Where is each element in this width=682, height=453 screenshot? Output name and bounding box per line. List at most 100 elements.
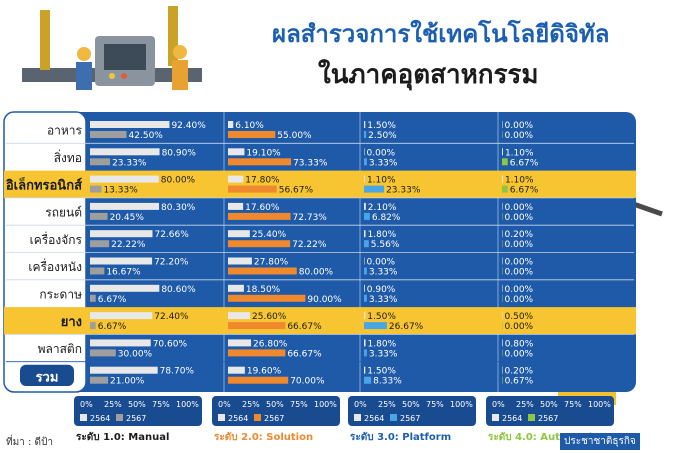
- data-label-2567: 21.00%: [110, 377, 145, 387]
- bar-2567: [90, 376, 109, 384]
- bar-2564: [364, 121, 366, 128]
- data-label-2567: 6.67%: [510, 186, 539, 196]
- bar-2564: [364, 230, 366, 238]
- bar-2567: [228, 185, 277, 193]
- bar-2564: [90, 121, 170, 128]
- bar-2564: [228, 175, 244, 183]
- legend-swatch-2567: [116, 414, 123, 421]
- category-label: รวม: [36, 370, 59, 385]
- bar-2567: [90, 267, 105, 275]
- axis-tick-label: 50%: [266, 400, 284, 409]
- bar-2564: [228, 121, 234, 128]
- data-label-2564: 80.30%: [161, 203, 196, 213]
- category-label: พลาสติก: [38, 342, 82, 356]
- bar-2567: [90, 240, 110, 248]
- data-label-2567: 56.67%: [279, 186, 314, 196]
- legend-swatch-2567: [390, 414, 397, 421]
- data-label-2564: 1.50%: [367, 312, 396, 322]
- bar-2564: [90, 312, 153, 320]
- data-label-2564: 19.60%: [247, 367, 282, 377]
- bar-2564: [502, 121, 503, 128]
- legend-label-2567: 2567: [126, 414, 146, 423]
- bar-2567: [90, 212, 108, 220]
- data-label-2567: 16.67%: [106, 268, 141, 278]
- data-label-2564: 0.90%: [367, 285, 396, 295]
- bar-2564: [228, 257, 252, 265]
- data-label-2564: 70.60%: [153, 339, 188, 349]
- data-label-2564: 80.60%: [161, 285, 196, 295]
- legend-label-2567: 2567: [264, 414, 284, 423]
- data-label-2564: 0.00%: [367, 148, 396, 158]
- data-label-2564: 1.50%: [367, 121, 396, 131]
- data-label-2564: 80.90%: [162, 148, 197, 158]
- bar-2567: [90, 349, 116, 357]
- chart-legends: 0% 25% 50% 75% 100% 2564 2567 ระดับ 1.0: Manual…: [74, 396, 614, 443]
- bar-2567: [502, 131, 503, 138]
- category-label: ยาง: [61, 315, 82, 330]
- bar-2564: [364, 339, 366, 347]
- bar-2567: [502, 267, 503, 275]
- total-label-badge: [20, 364, 74, 386]
- bar-2564: [90, 230, 153, 238]
- data-label-2567: 20.45%: [110, 213, 145, 223]
- axis-tick-label: 25%: [104, 400, 122, 409]
- bar-2567: [90, 294, 96, 302]
- bar-2567: [228, 131, 276, 138]
- bar-2567: [228, 158, 292, 166]
- data-label-2567: 72.22%: [292, 240, 327, 250]
- data-label-2564: 1.10%: [367, 176, 396, 186]
- data-label-2564: 0.00%: [505, 285, 534, 295]
- data-label-2564: 72.66%: [154, 230, 189, 240]
- legend-label-2564: 2564: [502, 414, 522, 423]
- data-label-2567: 13.33%: [103, 186, 138, 196]
- data-label-2564: 1.80%: [368, 230, 397, 240]
- data-label-2567: 0.00%: [505, 349, 534, 359]
- data-label-2567: 90.00%: [307, 295, 342, 305]
- bar-2564: [502, 148, 503, 156]
- bar-2567: [364, 376, 372, 384]
- bar-2567: [364, 185, 385, 193]
- category-label: รถยนต์: [45, 206, 82, 220]
- bar-2567: [228, 376, 289, 384]
- data-label-2564: 0.00%: [367, 258, 396, 268]
- data-label-2564: 0.20%: [505, 230, 534, 240]
- factory-illustration: [22, 6, 202, 90]
- axis-tick-label: 75%: [426, 400, 444, 409]
- data-label-2564: 27.80%: [254, 258, 289, 268]
- page-subtitle: ในภาคอุตสาหกรรม: [318, 60, 539, 90]
- legend-swatch-2564: [80, 414, 87, 421]
- bar-2567: [502, 158, 508, 166]
- bar-2567: [502, 294, 503, 302]
- data-label-2567: 22.22%: [111, 240, 146, 250]
- axis-tick-label: 50%: [402, 400, 420, 409]
- data-label-2567: 3.33%: [369, 349, 398, 359]
- data-label-2564: 1.10%: [505, 176, 534, 186]
- axis-tick-label: 100%: [450, 400, 473, 409]
- panel-title: ระดับ 2.0: Solution: [214, 431, 313, 443]
- data-label-2564: 0.00%: [505, 203, 534, 213]
- bar-2564: [502, 284, 503, 292]
- bar-2564: [228, 366, 245, 374]
- bar-2564: [502, 175, 503, 183]
- bar-2567: [502, 185, 508, 193]
- source-note: ที่มา : ดีป้า: [6, 437, 53, 448]
- bar-2564: [502, 257, 503, 265]
- legend-label-2564: 2564: [90, 414, 110, 423]
- data-label-2564: 17.80%: [245, 176, 280, 186]
- bar-2564: [90, 148, 160, 156]
- bar-2567: [90, 158, 111, 166]
- axis-tick-label: 0%: [218, 400, 231, 409]
- bar-2564: [228, 284, 244, 292]
- data-label-2567: 0.00%: [505, 213, 534, 223]
- data-label-2567: 6.67%: [98, 322, 127, 332]
- data-label-2564: 72.40%: [154, 312, 189, 322]
- axis-tick-label: 0%: [80, 400, 93, 409]
- legend-box: [212, 396, 340, 426]
- data-label-2564: 2.10%: [368, 203, 397, 213]
- axis-tick-label: 75%: [152, 400, 170, 409]
- legend-label-2567: 2567: [400, 414, 420, 423]
- axis-tick-label: 75%: [564, 400, 582, 409]
- data-label-2567: 66.67%: [287, 322, 322, 332]
- bar-2564: [228, 339, 252, 347]
